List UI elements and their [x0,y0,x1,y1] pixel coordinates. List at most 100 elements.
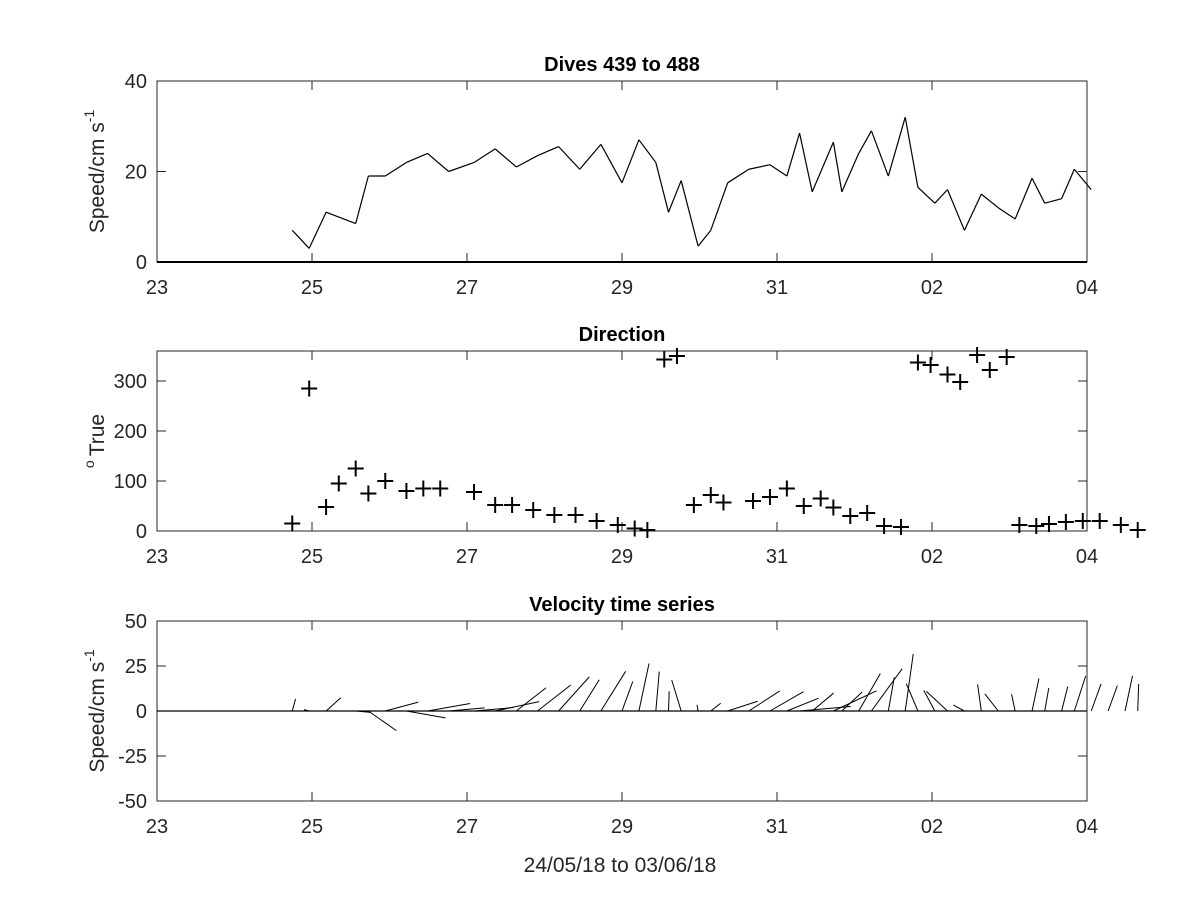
speed-line-segment [638,139,657,163]
x-tick-label: 23 [146,816,168,838]
speed-line-segment [904,117,919,188]
direction-marker [1057,514,1074,530]
speed-line-segment [325,211,356,225]
velocity-stick [953,704,965,712]
velocity-stick [748,690,781,712]
direction-marker [415,480,432,497]
x-tick-label: 25 [301,277,323,299]
direction-panel: Direction 23 25 27 29 31 02 04 0 100 200 300 o True [81,324,1146,568]
direction-marker [1011,517,1028,533]
velocity-stick [1073,675,1087,712]
velocity-stick [811,692,834,712]
direction-marker [567,507,584,523]
speed-line-segment [786,132,801,177]
speed-line-segment [917,186,936,204]
speed-line-segment [748,164,771,170]
velocity-stick [671,679,682,712]
velocity-stick [291,698,297,712]
speed-panel: Dives 439 to 488 23 25 27 29 31 02 04 0 20 40 Speed… [81,54,1098,299]
direction-marker [1040,516,1057,532]
velocity-stick [385,701,419,712]
velocity-stick [769,691,804,712]
velocity-stick [1137,683,1140,712]
direction-marker [842,508,859,524]
velocity-stick [1124,675,1134,712]
speed-line-segment [1031,178,1046,204]
speed-line-segment [1061,168,1075,199]
speed-line-segment [291,229,310,249]
direction-marker [859,505,876,521]
direction-marker [939,366,956,383]
velocity-stick [786,697,819,712]
direction-marker [1028,518,1045,534]
direction-marker [745,493,762,509]
direction-marker [969,347,986,363]
speed-line-segment [427,152,450,172]
y-tick-label: 100 [114,471,147,493]
velocity-stick [655,671,660,712]
velocity-stick [858,673,881,712]
y-tick-label: -25 [118,746,147,768]
velocity-stick [638,663,650,712]
velocity-stick [977,684,982,712]
direction-marker [347,460,364,477]
direction-marker [546,507,563,523]
direction-marker [504,497,521,513]
speed-line-segment [710,182,729,231]
direction-marker [1074,513,1091,529]
direction-marker [398,483,415,499]
direction-marker [487,497,504,513]
direction-marker [761,489,778,505]
direction-marker [952,374,969,390]
speed-line-segment [963,193,982,231]
speed-line-segment [727,168,750,184]
speed-line-segment [355,175,369,224]
direction-marker [825,499,842,516]
direction-marker [668,348,685,364]
velocity-stick [833,690,877,712]
x-tick-label: 04 [1076,546,1098,568]
velocity-stick [1044,687,1050,712]
y-axis-label: Speed/cm s-1 [81,110,109,234]
direction-marker [360,485,377,502]
direction-marker [778,480,795,497]
direction-marker [588,513,605,529]
velocity-stick [1011,694,1016,712]
speed-line-segment [769,164,788,177]
x-tick-label: 25 [301,546,323,568]
velocity-stick [448,707,485,712]
y-tick-label: 200 [114,421,147,443]
y-axis-label-main: Speed/cm s [86,662,109,773]
direction-marker [525,502,542,518]
direction-marker [656,351,673,368]
axes-box [156,80,1088,263]
speed-line-segment [798,132,813,192]
speed-line-segment [516,155,538,168]
velocity-stick [427,703,471,712]
x-tick-label: 31 [766,546,788,568]
velocity-stick [668,691,670,712]
speed-line-segment [870,130,889,177]
velocity-stick [579,679,600,712]
direction-marker [893,519,909,535]
velocity-stick [558,676,590,712]
x-tick-label: 04 [1076,277,1098,299]
x-tick-label: 23 [146,546,168,568]
y-tick-label: 50 [125,611,147,633]
x-tick-label: 31 [766,277,788,299]
speed-line-segment [1044,198,1062,204]
y-axis-label-main: True [86,414,109,456]
direction-marker [318,499,335,515]
y-axis-label: Speed/cm s-1 [81,649,109,773]
direction-marker [301,380,318,397]
speed-line-segment [655,162,670,213]
velocity-stick [984,693,999,712]
speed-line-segment [811,141,834,193]
direction-marker [876,518,893,534]
velocity-stick [1031,678,1040,712]
direction-marker [1091,513,1108,529]
velocity-stick [537,684,572,712]
y-tick-label: 25 [125,656,147,678]
x-axis-label: 24/05/18 to 03/06/18 [524,854,717,877]
speed-line-segment [841,153,860,193]
